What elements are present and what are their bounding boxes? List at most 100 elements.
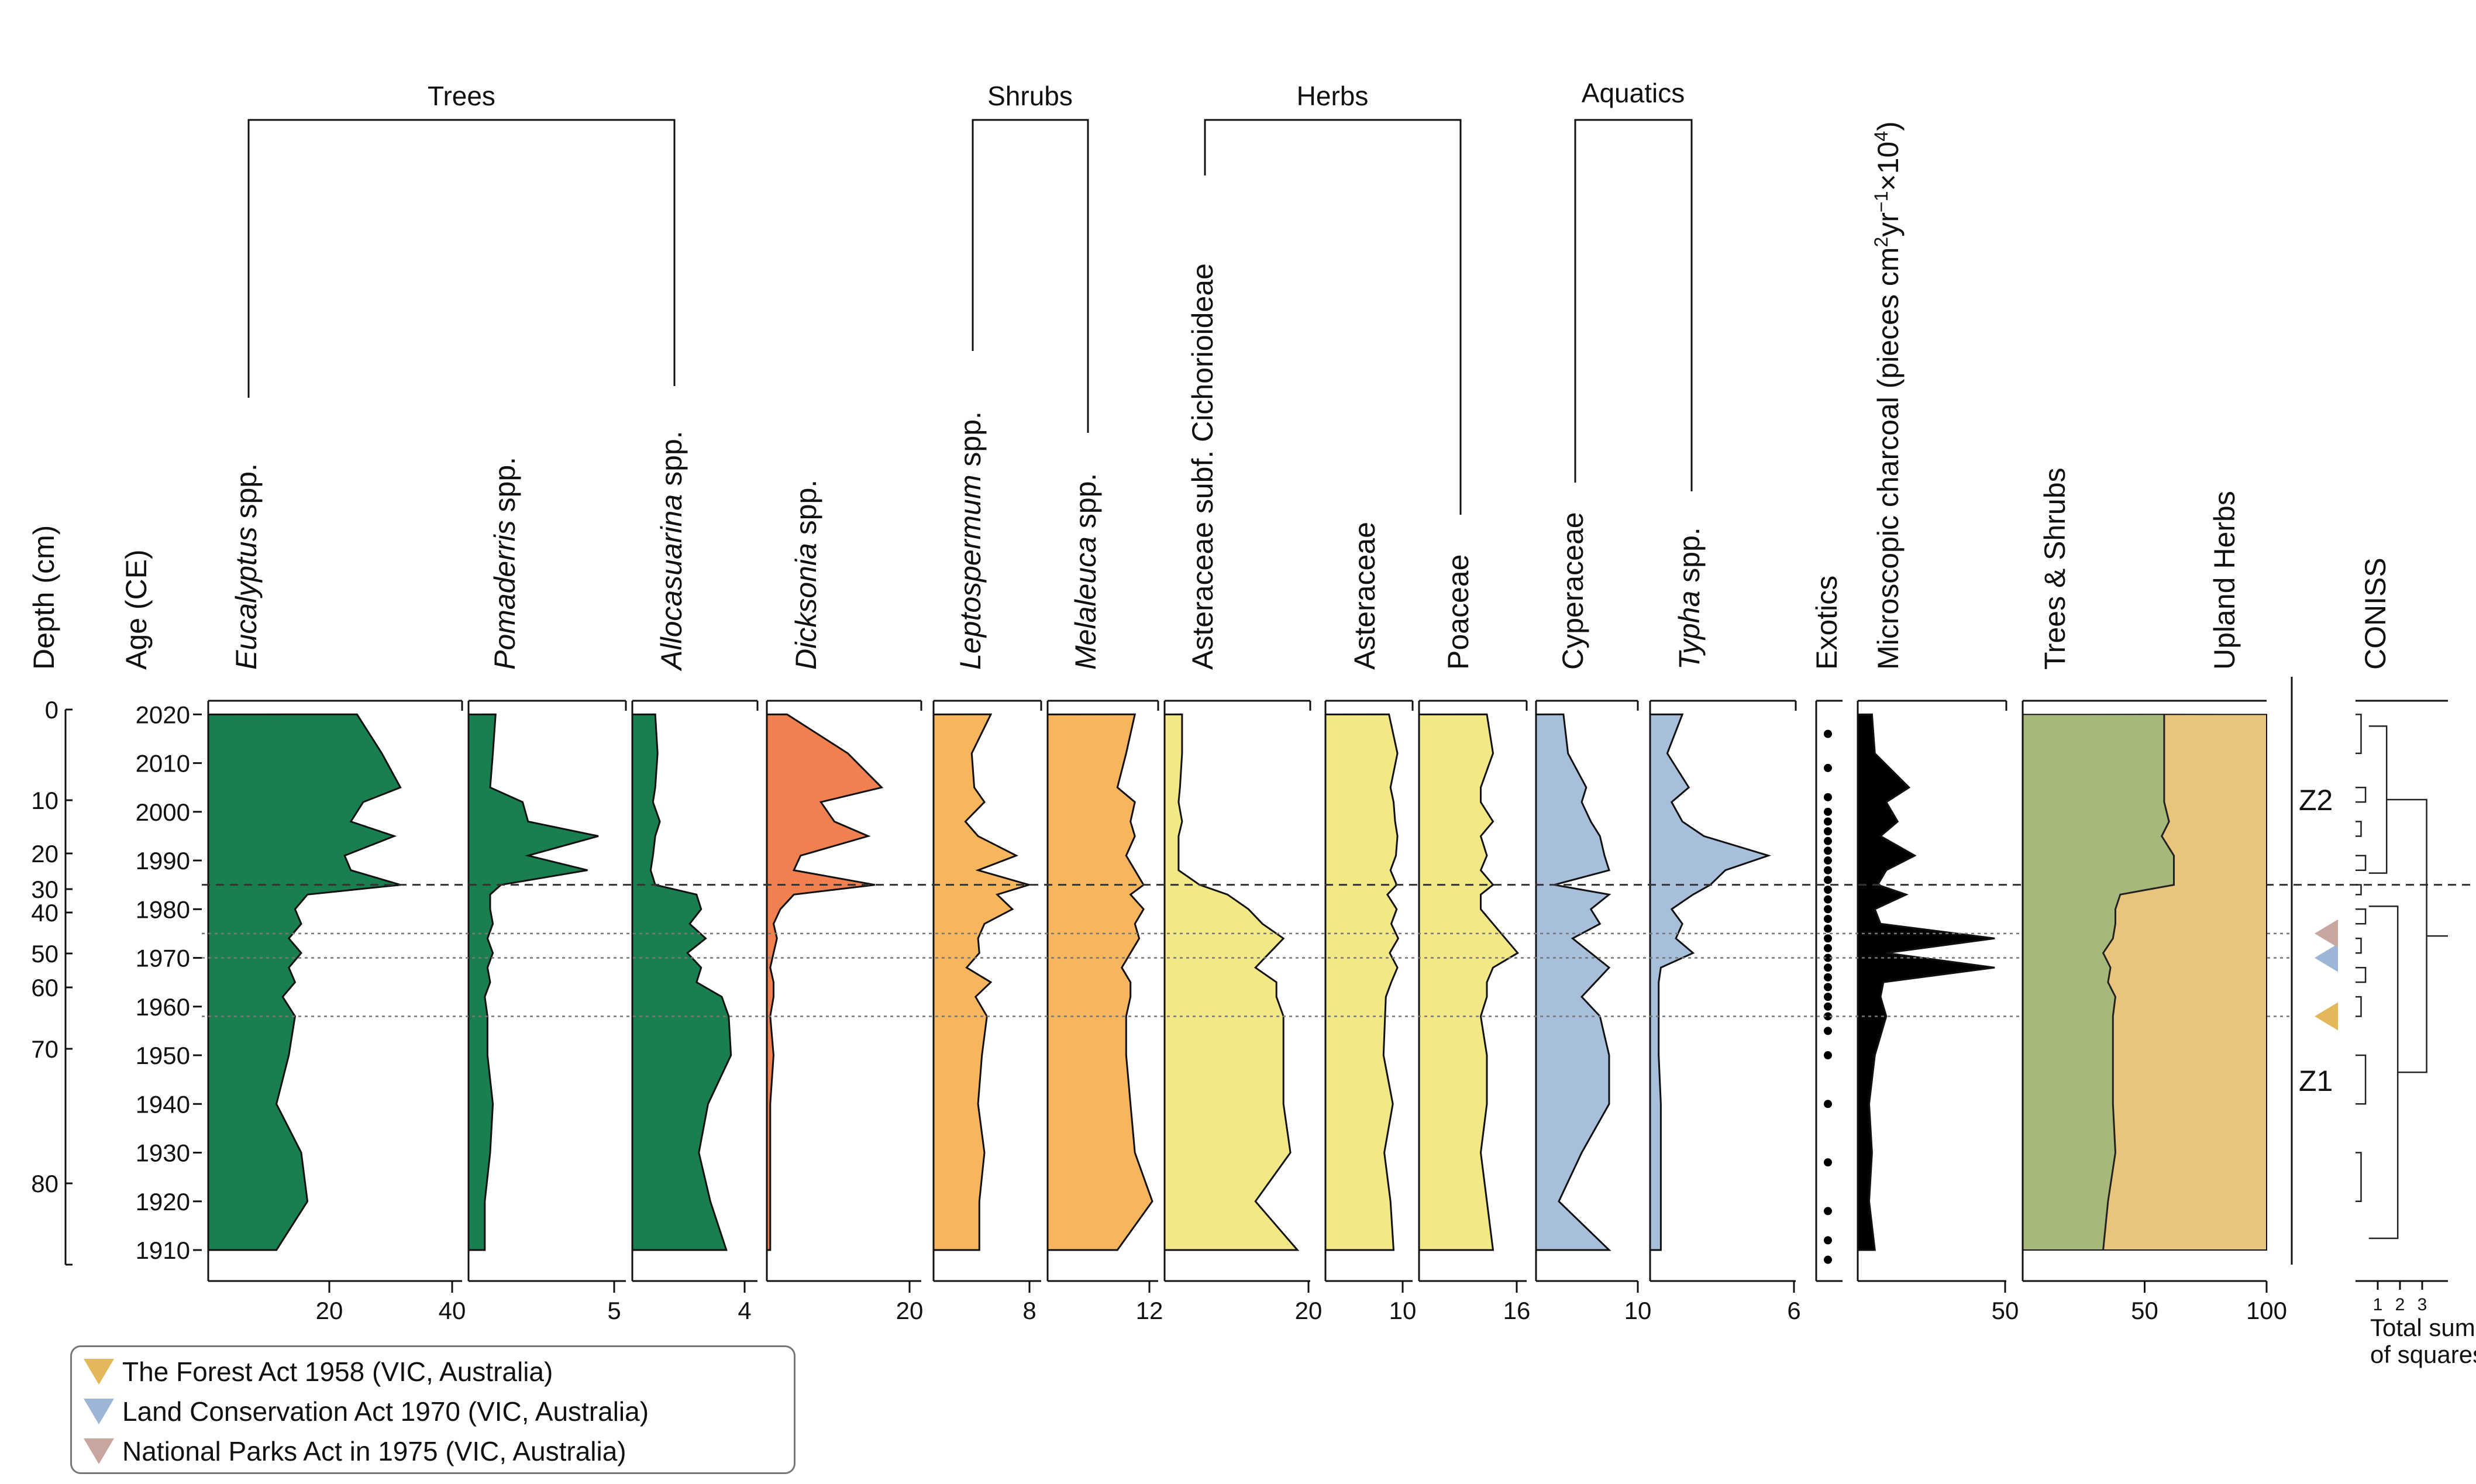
pomaderris-tick-label: 5 bbox=[607, 1297, 621, 1324]
zone-label-z2: Z2 bbox=[2299, 784, 2333, 817]
group-brackets: Trees Shrubs Herbs Aquatics bbox=[247, 78, 1693, 515]
exotics-dot bbox=[1824, 1100, 1832, 1108]
exotics-dot bbox=[1824, 1207, 1832, 1216]
legend-item-land-conservation-act: Land Conservation Act 1970 (VIC, Austral… bbox=[84, 1394, 649, 1429]
leptospermum-area bbox=[932, 713, 1032, 1251]
panel-poaceae: 16 bbox=[1418, 700, 1531, 1324]
zone-panel: Z2 Z1 bbox=[2291, 677, 2338, 1265]
depth-tick-label: 30 bbox=[31, 876, 58, 903]
exotics-dot bbox=[1824, 827, 1832, 836]
legend-label: Land Conservation Act 1970 (VIC, Austral… bbox=[122, 1396, 649, 1427]
title-leptospermum: Leptospermum spp. bbox=[954, 411, 987, 670]
triangle-icon bbox=[84, 1359, 114, 1385]
asteraceae-area bbox=[1324, 713, 1400, 1251]
exotics-dot bbox=[1824, 1255, 1832, 1264]
charcoal-area bbox=[1857, 713, 1995, 1251]
charcoal-tick-label: 50 bbox=[1992, 1297, 2019, 1324]
exotics-dot bbox=[1824, 963, 1832, 972]
taxon-titles: Eucalyptus spp. Pomaderris spp. Allocasu… bbox=[27, 121, 2392, 672]
exotics-dot bbox=[1824, 924, 1832, 933]
coniss-branch bbox=[2356, 966, 2367, 983]
typha-area bbox=[1649, 713, 1772, 1251]
group-herbs: Herbs bbox=[1297, 81, 1369, 111]
title-asteraceae: Asteraceae bbox=[1348, 522, 1381, 670]
exotics-dot bbox=[1824, 1236, 1832, 1245]
title-cichorioideae: Asteraceae subf. Cichorioideae bbox=[1186, 263, 1219, 670]
panel-eucalyptus: 20 40 bbox=[207, 700, 466, 1324]
age-tick-label: 2000 bbox=[136, 798, 190, 826]
leptospermum-tick-label: 8 bbox=[1022, 1297, 1036, 1324]
title-exotics: Exotics bbox=[1810, 576, 1843, 670]
exotics-dot bbox=[1824, 953, 1832, 962]
coniss-branch bbox=[2356, 938, 2362, 954]
melaleuca-area bbox=[1046, 713, 1153, 1251]
panel-leptospermum: 8 bbox=[932, 700, 1042, 1324]
age-tick-label: 1930 bbox=[136, 1139, 190, 1167]
triangle-icon bbox=[84, 1438, 114, 1464]
coniss-branch bbox=[2356, 908, 2367, 925]
age-tick-label: 1980 bbox=[136, 896, 190, 923]
coniss-axis-label-1: Total sum bbox=[2370, 1314, 2475, 1341]
cyperaceae-tick-label: 10 bbox=[1624, 1297, 1652, 1324]
group-trees: Trees bbox=[428, 81, 495, 111]
poaceae-tick-label: 16 bbox=[1503, 1297, 1531, 1324]
exotics-dot bbox=[1824, 729, 1832, 738]
panel-cyperaceae: 10 bbox=[1535, 700, 1652, 1324]
summary-tick-label: 100 bbox=[2246, 1297, 2287, 1324]
exotics-dot bbox=[1824, 1051, 1832, 1060]
group-aquatics: Aquatics bbox=[1582, 78, 1685, 108]
exotics-dot bbox=[1824, 856, 1832, 865]
coniss-branch bbox=[2356, 786, 2367, 803]
exotics-dot bbox=[1824, 807, 1832, 816]
age-tick-label: 1950 bbox=[136, 1042, 190, 1069]
panel-dicksonia: 20 bbox=[766, 700, 924, 1324]
exotics-dot bbox=[1824, 763, 1832, 772]
panel-pomaderris: 5 bbox=[467, 700, 627, 1324]
allocasuarina-area bbox=[631, 713, 732, 1251]
coniss-branch bbox=[2356, 1054, 2367, 1105]
exotics-dot bbox=[1824, 993, 1832, 1001]
title-trees-shrubs: Trees & Shrubs bbox=[2038, 467, 2071, 670]
age-tick-label: 1910 bbox=[136, 1237, 190, 1264]
exotics-dot bbox=[1824, 886, 1832, 894]
title-dicksonia: Dicksonia spp. bbox=[790, 480, 822, 670]
cichorioideae-tick-label: 20 bbox=[1295, 1297, 1323, 1324]
exotics-dot bbox=[1824, 895, 1832, 904]
exotics-dot bbox=[1824, 905, 1832, 914]
eucalyptus-tick-label: 40 bbox=[439, 1297, 466, 1324]
title-melaleuca: Melaleuca spp. bbox=[1069, 473, 1102, 670]
age-tick-label: 2020 bbox=[136, 701, 190, 728]
depth-axis-title: Depth (cm) bbox=[27, 525, 60, 670]
depth-tick-label: 20 bbox=[31, 840, 58, 867]
typha-tick-label: 6 bbox=[1787, 1297, 1800, 1324]
coniss-branch bbox=[2356, 821, 2362, 837]
coniss-branch bbox=[2368, 725, 2388, 874]
coniss-branch bbox=[2356, 855, 2367, 871]
exotics-dot bbox=[1824, 817, 1832, 826]
legend-label: National Parks Act in 1975 (VIC, Austral… bbox=[122, 1436, 626, 1466]
exotics-dot bbox=[1824, 1027, 1832, 1035]
panel-charcoal: 50 bbox=[1857, 700, 2019, 1324]
panel-exotics bbox=[1815, 700, 1843, 1282]
coniss-branch bbox=[2356, 714, 2362, 755]
exotics-dot bbox=[1824, 1158, 1832, 1167]
title-charcoal: Microscopic charcoal (pieces cm2yr−1×104… bbox=[1871, 121, 1905, 670]
coniss-tick-label: 3 bbox=[2418, 1295, 2427, 1314]
age-axis: 2020 2010 2000 1990 1980 1970 1960 1950 1940 1930… bbox=[136, 701, 202, 1264]
legend-item-national-parks-act: National Parks Act in 1975 (VIC, Austral… bbox=[84, 1434, 626, 1469]
title-typha: Typha spp. bbox=[1673, 527, 1706, 670]
exotics-dot bbox=[1824, 983, 1832, 991]
exotics-dot bbox=[1824, 1012, 1832, 1021]
title-coniss: CONISS bbox=[2359, 557, 2392, 670]
coniss-branch bbox=[2356, 884, 2362, 896]
depth-tick-label: 50 bbox=[31, 940, 58, 967]
dicksonia-area bbox=[766, 713, 884, 1251]
eucalyptus-area bbox=[207, 713, 402, 1251]
exotics-dot bbox=[1824, 973, 1832, 982]
exotics-dot bbox=[1824, 1002, 1832, 1011]
dicksonia-tick-label: 20 bbox=[896, 1297, 924, 1324]
panel-melaleuca: 12 bbox=[1046, 700, 1163, 1324]
exotics-dot bbox=[1824, 876, 1832, 884]
eucalyptus-tick-label: 20 bbox=[316, 1297, 343, 1324]
